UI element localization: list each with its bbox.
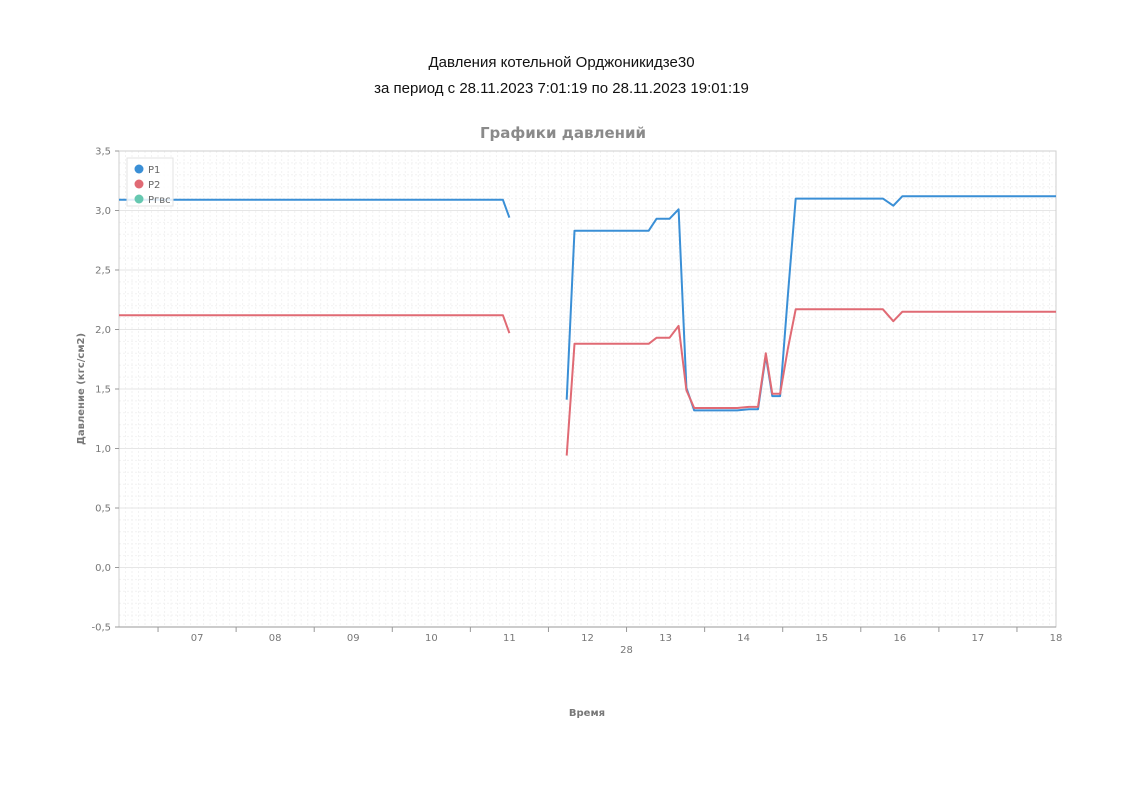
y-tick-label: 3,0 (95, 206, 111, 217)
legend-marker (134, 164, 144, 174)
series-line-P2 (119, 314, 511, 334)
y-tick-label: 1,0 (95, 444, 111, 455)
x-tick-label: 15 (815, 633, 828, 644)
legend: P1 P2 Pгвс (126, 157, 174, 207)
y-axis-label: Давление (кгс/см2) (76, 333, 87, 445)
x-tick-label: 10 (425, 633, 438, 644)
x-tick-label: 09 (347, 633, 360, 644)
series-lines (119, 195, 1056, 456)
y-tick-label: 2,5 (95, 266, 111, 277)
x-tick-label: 08 (269, 633, 282, 644)
x-axis: 07 08 09 10 11 12 13 14 15 16 17 18 28 (119, 626, 1063, 656)
legend-label: P1 (148, 165, 160, 176)
x-tick-label: 14 (737, 633, 750, 644)
x-tick-label: 11 (503, 633, 516, 644)
y-tick-label: 2,0 (95, 325, 111, 336)
report-title: Давления котельной Орджоникидзе30 (428, 54, 695, 71)
x-axis-label: Время (569, 708, 605, 719)
y-tick-label: 3,5 (95, 147, 111, 158)
legend-marker (134, 179, 144, 189)
report-period: за период с 28.11.2023 7:01:19 по 28.11.… (374, 80, 749, 97)
x-tick-label: 18 (1050, 633, 1063, 644)
x-tick-label: 12 (581, 633, 594, 644)
x-tick-label: 07 (191, 633, 204, 644)
series-line-P1 (565, 195, 1056, 412)
legend-label: P2 (148, 180, 160, 191)
y-axis: -0,5 0,0 0,5 1,0 1,5 2,0 2,5 3,0 3,5 (91, 147, 119, 634)
chart-title: Графики давлений (480, 124, 646, 142)
x-tick-label: 16 (893, 633, 906, 644)
y-tick-label: 1,5 (95, 385, 111, 396)
y-tick-label: 0,0 (95, 563, 111, 574)
y-tick-label: -0,5 (91, 623, 111, 634)
legend-label: Pгвс (148, 195, 171, 206)
legend-marker (134, 194, 144, 204)
x-date-label: 28 (620, 645, 633, 656)
x-tick-label: 17 (972, 633, 985, 644)
x-tick-label: 13 (659, 633, 672, 644)
series-line-P2 (565, 308, 1056, 456)
y-tick-label: 0,5 (95, 504, 111, 515)
series-line-P1 (119, 198, 511, 218)
